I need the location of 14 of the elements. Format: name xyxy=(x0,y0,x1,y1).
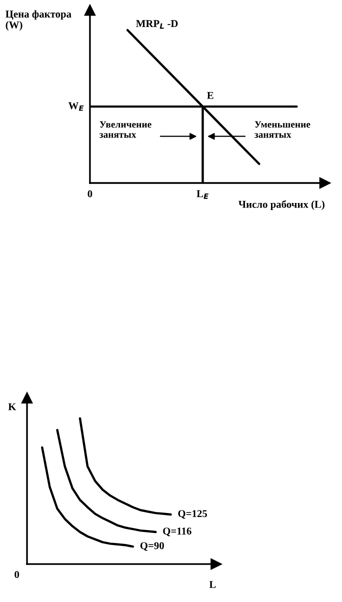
y-axis-title: Цена фактора (W) xyxy=(6,10,72,31)
text: W$_{E}$ xyxy=(68,102,84,111)
series-label: Q=116 xyxy=(163,528,192,536)
series-label: Q=90 xyxy=(140,542,164,551)
series-label: Q=125 xyxy=(178,510,207,519)
x-tick-label: L$_{E}$ xyxy=(196,190,208,199)
annotation: Уменьшение занятых xyxy=(254,121,310,138)
x-axis-title: L xyxy=(209,581,216,588)
annotation: Увеличение занятых xyxy=(99,121,152,138)
x-axis-title: Число рабочих (L) xyxy=(238,200,324,210)
series-label: MRP$_{L}$ -D xyxy=(136,20,178,29)
text: 0 xyxy=(14,571,20,578)
annotation: E xyxy=(207,92,214,99)
y-axis-title: K xyxy=(8,403,16,410)
